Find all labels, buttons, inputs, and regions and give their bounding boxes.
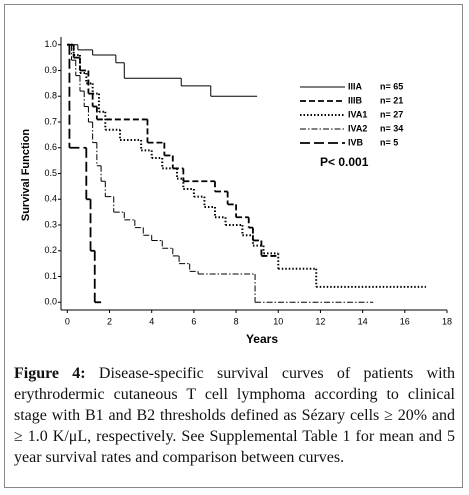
y-tick-label: 0.1	[44, 271, 57, 281]
legend-n: n= 65	[380, 81, 403, 91]
legend-label: IIIB	[348, 95, 363, 105]
caption-text: Disease-specific survival curves of pati…	[14, 365, 455, 466]
y-tick-label: 0.3	[44, 219, 57, 229]
chart: Survival Function Years P< 0.001 0.0 0.1 0…	[20, 37, 452, 346]
caption-label: Figure 4:	[14, 365, 86, 382]
x-tick-label: 10	[273, 316, 283, 326]
y-tick-label: 0.2	[44, 245, 57, 255]
legend-n: n= 21	[380, 95, 403, 105]
x-tick-label: 0	[65, 316, 70, 326]
y-tick-label: 0.7	[44, 116, 57, 126]
x-tick-label: 14	[358, 316, 368, 326]
x-axis-label: Years	[246, 332, 278, 346]
y-tick-label: 0.8	[44, 91, 57, 101]
legend-n: n= 27	[380, 109, 403, 119]
legend-label: IVA2	[348, 123, 367, 133]
legend-label: IVA1	[348, 109, 367, 119]
y-tick-label: 1.0	[44, 39, 57, 49]
legend-n: n= 5	[380, 137, 398, 147]
y-tick-label: 0.6	[44, 142, 57, 152]
x-tick-label: 8	[234, 316, 239, 326]
legend-n: n= 34	[380, 123, 403, 133]
y-tick-label: 0.5	[44, 168, 57, 178]
y-tick-label: 0.0	[44, 297, 57, 307]
x-tick-label: 4	[149, 316, 154, 326]
x-tick-label: 16	[400, 316, 410, 326]
y-tick-label: 0.9	[44, 65, 57, 75]
x-tick-label: 6	[191, 316, 196, 326]
y-axis-label: Survival Function	[20, 129, 32, 222]
caption: Figure 4: Disease-specific survival curv…	[14, 363, 455, 468]
x-tick-label: 18	[442, 316, 452, 326]
y-tick-label: 0.4	[44, 194, 57, 204]
legend-label: IVB	[348, 137, 364, 147]
annotation: P< 0.001	[320, 155, 369, 169]
figure-frame	[4, 4, 463, 488]
x-tick-label: 12	[315, 316, 325, 326]
x-tick-label: 2	[107, 316, 112, 326]
legend-label: IIIA	[348, 81, 363, 91]
